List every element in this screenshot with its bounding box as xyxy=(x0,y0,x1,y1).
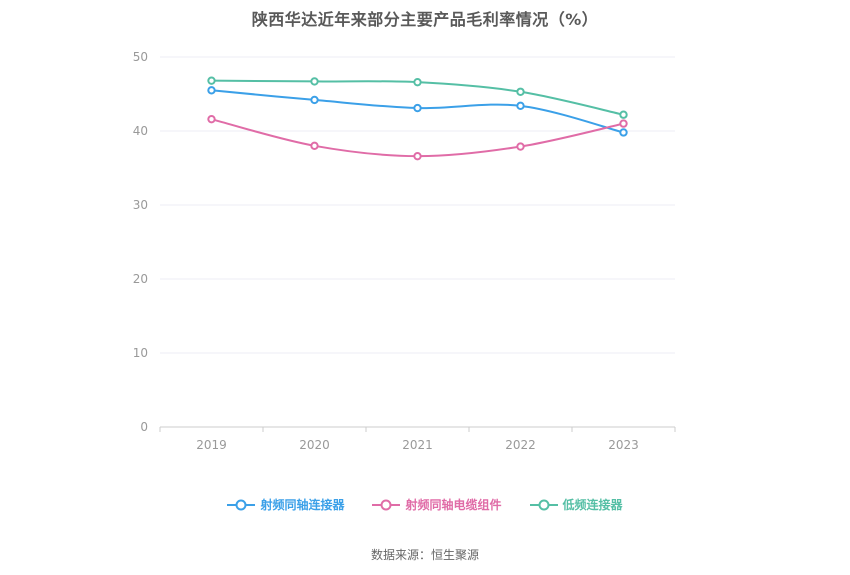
data-point[interactable] xyxy=(310,77,319,86)
legend-label: 低频连接器 xyxy=(562,498,623,512)
x-tick-label: 2020 xyxy=(299,438,330,452)
data-point[interactable] xyxy=(413,151,422,161)
y-tick-label: 30 xyxy=(133,198,148,212)
data-point[interactable] xyxy=(310,141,319,151)
legend-label: 射频同轴电缆组件 xyxy=(405,498,502,512)
x-tick-label: 2021 xyxy=(402,438,433,452)
legend-label: 射频同轴连接器 xyxy=(260,498,345,512)
data-point[interactable] xyxy=(619,128,628,137)
legend-line-marker-icon xyxy=(227,499,256,510)
data-point[interactable] xyxy=(619,119,628,128)
x-tick-label: 2022 xyxy=(505,438,536,452)
y-tick-label: 40 xyxy=(133,124,148,138)
x-tick-label: 2019 xyxy=(196,438,227,452)
data-point[interactable] xyxy=(207,76,216,85)
data-point[interactable] xyxy=(516,87,525,96)
legend-line-marker-icon xyxy=(372,499,401,510)
line-chart: 0 10 20 30 40 50 2019 2020 2021 2022 2023 xyxy=(133,50,676,452)
data-point[interactable] xyxy=(516,142,525,151)
chart-legend: 射频同轴连接器 射频同轴电缆组件 低频连接器 xyxy=(0,496,850,513)
legend-item-0[interactable]: 射频同轴连接器 xyxy=(227,496,344,513)
data-point[interactable] xyxy=(619,110,628,119)
data-point[interactable] xyxy=(207,86,216,95)
legend-item-1[interactable]: 射频同轴电缆组件 xyxy=(372,496,502,513)
data-point[interactable] xyxy=(413,77,422,87)
series-line-1 xyxy=(211,118,624,158)
data-point[interactable] xyxy=(207,114,216,124)
y-tick-label: 10 xyxy=(133,346,148,360)
y-tick-label: 0 xyxy=(140,420,148,434)
y-tick-label: 50 xyxy=(133,50,148,64)
legend-item-2[interactable]: 低频连接器 xyxy=(529,496,623,513)
data-point[interactable] xyxy=(310,95,319,105)
data-source-note: 数据来源：恒生聚源 xyxy=(370,548,479,562)
data-point[interactable] xyxy=(516,101,525,111)
y-tick-label: 20 xyxy=(133,272,148,286)
x-tick-label: 2023 xyxy=(608,438,639,452)
legend-line-marker-icon xyxy=(529,499,558,510)
chart-title: 陕西华达近年来部分主要产品毛利率情况（%） xyxy=(251,10,599,29)
data-point[interactable] xyxy=(413,103,422,113)
